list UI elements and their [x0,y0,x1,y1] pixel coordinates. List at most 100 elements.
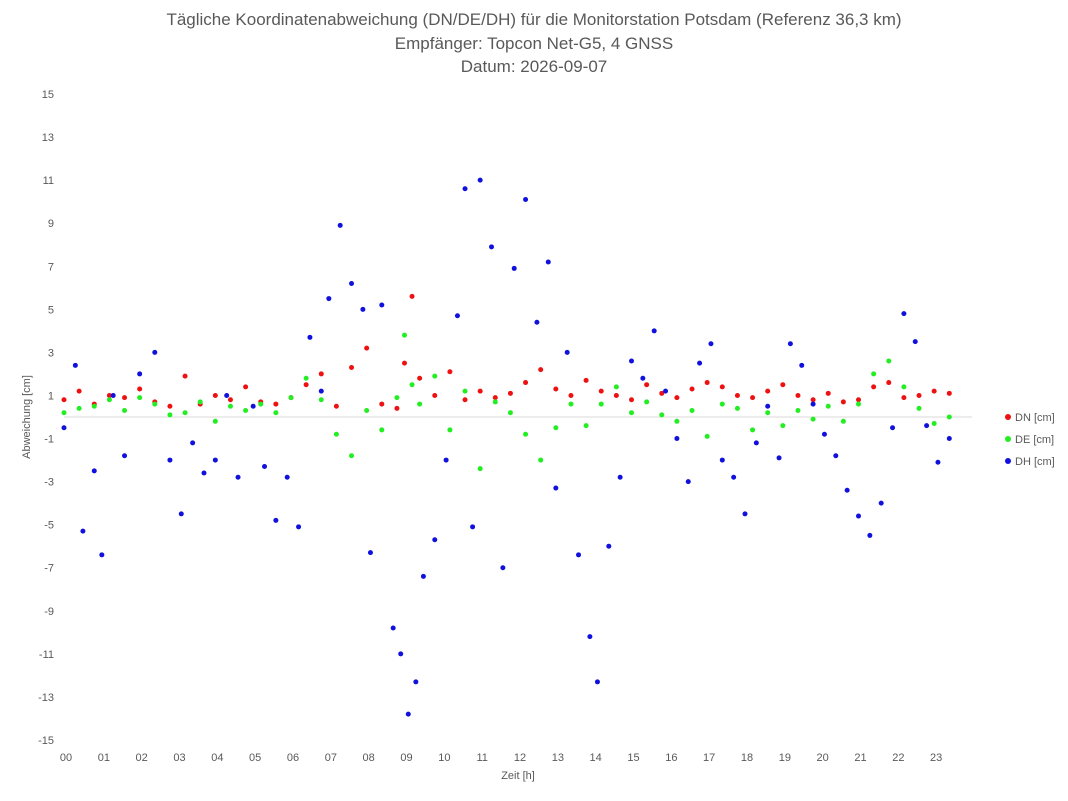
point-de [810,416,816,422]
point-dn [644,382,650,388]
y-tick-label: 11 [43,175,54,187]
y-tick-label: -7 [44,563,54,575]
point-de [507,410,513,416]
point-de [212,418,218,424]
point-dn [462,397,468,403]
y-tick-label: -15 [38,735,54,747]
y-tick-label: 13 [42,132,54,144]
point-dn [364,345,370,351]
point-dh [337,222,343,228]
point-dh [398,651,404,657]
point-de [689,408,695,414]
point-de [402,332,407,338]
point-de [61,410,67,416]
point-de [394,395,400,401]
y-tick-label: -5 [44,520,54,532]
point-dn [538,367,544,373]
point-dn [394,405,400,411]
point-de [258,401,264,407]
point-dh [651,328,657,334]
point-dh [912,339,918,345]
point-dn [243,384,249,390]
point-dn [901,395,907,401]
point-dh [564,349,570,355]
point-dn [409,293,415,299]
point-dn [273,401,279,407]
point-dh [61,425,67,431]
point-de [432,373,438,379]
point-dh [821,431,827,437]
point-de [137,395,143,401]
point-de [122,408,128,414]
point-dh [719,457,725,463]
y-tick-label: 15 [42,89,54,101]
point-dh [685,479,691,485]
point-dn [402,360,407,366]
point-dh [454,313,460,319]
point-dn [182,373,188,379]
point-de [273,410,279,416]
point-dn [583,377,589,383]
point-dn [613,392,619,398]
point-de [719,401,725,407]
point-de [795,408,801,414]
point-dh [511,265,517,271]
point-de [379,427,385,433]
point-dh [462,186,468,192]
x-tick-label: 08 [363,752,375,764]
x-tick-label: 09 [400,752,412,764]
point-dn [765,388,771,394]
x-tick-label: 23 [930,752,942,764]
point-dn [227,397,233,403]
x-tick-label: 07 [325,752,337,764]
x-tick-label: 06 [287,752,299,764]
point-dh [72,362,78,368]
point-dh [867,532,873,538]
y-tick-label: 7 [48,261,54,273]
point-de [886,358,892,364]
point-dh [663,388,669,394]
point-dh [307,334,313,340]
x-tick-label: 11 [476,752,487,764]
x-tick-label: 12 [514,752,526,764]
point-dn [734,392,740,398]
legend-marker [1005,458,1011,464]
point-de [750,427,756,433]
point-dh [477,177,483,183]
point-dh [360,306,366,312]
x-tick-label: 02 [136,752,148,764]
chart-subtitle-date: Datum: 2026-09-07 [460,57,608,76]
point-de [916,405,922,411]
point-de [182,410,188,416]
point-dn [303,382,309,388]
point-dn [212,392,218,398]
point-dn [629,397,634,403]
point-dh [890,425,896,431]
point-dn [825,390,831,396]
point-de [492,399,498,405]
point-dh [379,302,385,308]
point-de [598,401,604,407]
point-dh [523,197,529,203]
point-dh [420,573,426,579]
x-tick-label: 01 [98,752,110,764]
point-de [613,384,619,390]
point-de [227,403,233,409]
point-de [91,403,97,409]
y-tick-label: -13 [38,692,54,704]
point-dh [576,552,582,558]
point-dh [856,513,861,519]
x-tick-label: 13 [552,752,564,764]
point-dh [122,453,128,459]
point-dh [318,388,324,394]
point-dn [447,369,453,375]
point-dh [935,459,941,465]
y-tick-label: -1 [44,434,54,446]
point-dn [76,388,82,394]
point-dn [379,401,385,407]
point-dh [799,362,805,368]
point-dh [617,474,623,480]
point-dh [753,440,759,446]
x-tick-label: 17 [703,752,715,764]
point-dh [640,375,646,381]
